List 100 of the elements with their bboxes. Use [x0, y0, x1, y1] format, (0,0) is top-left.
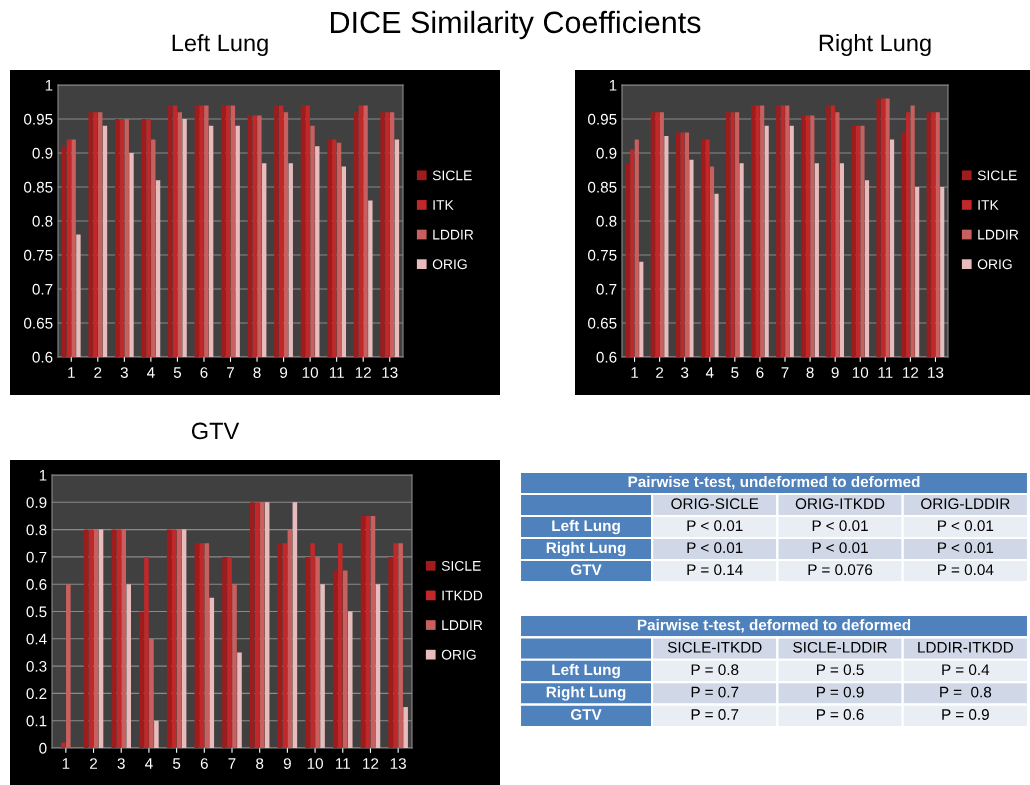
- legend-label: ORIG: [977, 259, 1012, 270]
- category-label: Left Lung: [552, 663, 620, 679]
- bar: [310, 543, 315, 748]
- bar: [388, 556, 393, 748]
- category-label: GTV: [570, 564, 602, 576]
- y-tick-label: 0.6: [32, 351, 53, 363]
- x-tick-label: 4: [145, 758, 153, 769]
- y-tick-label: 0.8: [32, 215, 53, 227]
- legend-label: LDDIR: [433, 229, 474, 240]
- x-tick-label: 5: [172, 758, 181, 769]
- y-tick-label: 0.85: [588, 181, 617, 193]
- text: P = 0.14: [687, 564, 743, 576]
- bar: [144, 556, 149, 748]
- legend-label: ORIG: [441, 649, 476, 660]
- y-tick-label: 0.7: [32, 283, 53, 295]
- x-tick-label: 11: [329, 367, 344, 378]
- category-label: ORIG-LDDIR: [921, 498, 1010, 510]
- y-tick-label: 0.3: [26, 660, 47, 672]
- category-label: LDDIR-ITKDD: [918, 642, 1013, 653]
- y-tick-label: 0.65: [588, 317, 617, 329]
- bar: [393, 543, 398, 748]
- y-tick-label: 0.6: [596, 351, 617, 363]
- x-tick-label: 1: [631, 367, 639, 378]
- y-tick-label: 0.9: [32, 147, 53, 159]
- bar: [227, 556, 232, 748]
- y-tick-label: 0: [39, 742, 47, 754]
- x-tick-label: 2: [656, 367, 664, 378]
- text: Pairwise t-test, deformed to deformed: [637, 619, 911, 633]
- text: P = 0.9: [817, 686, 864, 698]
- text: P < 0.01: [687, 520, 743, 532]
- y-tick-label: 0.5: [26, 606, 47, 618]
- x-tick-label: 6: [200, 758, 208, 769]
- category-label: ORIG-SICLE: [671, 498, 759, 510]
- y-tick-label: 0.95: [588, 113, 617, 125]
- text: P = 0.4: [942, 664, 990, 676]
- x-tick-label: 9: [831, 367, 839, 378]
- x-tick-label: 8: [253, 367, 261, 378]
- bar: [139, 611, 144, 748]
- x-tick-label: 12: [903, 367, 919, 378]
- text: P < 0.01: [938, 542, 994, 554]
- y-tick-label: 0.95: [24, 113, 53, 125]
- y-tick-label: 0.8: [596, 215, 617, 227]
- chart-title: Right Lung: [819, 34, 931, 56]
- legend-label: ITK: [978, 200, 999, 210]
- x-tick-label: 3: [117, 758, 125, 769]
- x-tick-label: 9: [280, 367, 288, 378]
- bar: [403, 707, 408, 748]
- bar: [249, 502, 255, 748]
- x-tick-label: 2: [90, 758, 98, 769]
- text: P < 0.01: [938, 520, 994, 532]
- y-tick-label: 0.8: [26, 524, 47, 536]
- text: P = 0.04: [938, 564, 994, 576]
- x-tick-label: 1: [62, 758, 70, 769]
- chart-title: GTV: [191, 422, 240, 440]
- x-tick-label: 11: [878, 367, 893, 378]
- y-tick-label: 0.1: [26, 715, 47, 727]
- x-tick-label: 10: [852, 367, 869, 378]
- bar: [232, 584, 237, 748]
- text: P = 0.7: [691, 686, 739, 698]
- y-tick-label: 0.75: [588, 249, 617, 261]
- y-tick-label: 0.7: [596, 283, 617, 295]
- text: P < 0.01: [812, 542, 868, 554]
- legend-label: ITKDD: [442, 590, 483, 601]
- text: P = 0.9: [942, 709, 989, 720]
- x-tick-label: 5: [173, 367, 182, 378]
- y-tick-label: 0.85: [24, 181, 53, 193]
- x-tick-label: 10: [307, 758, 323, 769]
- category-label: Right Lung: [546, 541, 626, 557]
- bar: [315, 556, 320, 748]
- y-tick-label: 0.6: [26, 579, 47, 590]
- x-tick-label: 3: [120, 367, 128, 378]
- y-tick-label: 1: [45, 80, 53, 91]
- legend-label: LDDIR: [442, 620, 483, 630]
- x-tick-label: 9: [283, 758, 291, 769]
- y-tick-label: 0.75: [24, 249, 53, 261]
- category-label: Left Lung: [552, 519, 620, 535]
- bar: [320, 584, 325, 748]
- bar: [342, 570, 348, 748]
- text: P = 0.8: [940, 686, 992, 698]
- chart-title: Left Lung: [172, 34, 268, 56]
- bar: [66, 584, 71, 748]
- x-tick-label: 7: [227, 367, 234, 378]
- x-tick-label: 12: [363, 758, 379, 769]
- text: P < 0.01: [812, 520, 868, 532]
- text: P = 0.076: [808, 564, 873, 576]
- x-tick-label: 6: [756, 367, 764, 378]
- text: P = 0.5: [817, 664, 864, 676]
- bar: [154, 720, 159, 748]
- x-tick-label: 13: [382, 367, 398, 378]
- category-label: Right Lung: [546, 686, 626, 701]
- legend-label: SICLE: [432, 170, 472, 181]
- bar: [209, 597, 215, 748]
- y-tick-label: 1: [609, 80, 617, 91]
- legend-label: ITK: [433, 200, 454, 210]
- category-label: GTV: [570, 709, 602, 720]
- x-tick-label: 4: [146, 367, 155, 378]
- text: DICE Similarity Coefficients: [331, 10, 701, 40]
- x-tick-label: 5: [731, 367, 739, 378]
- bar: [126, 584, 131, 748]
- legend-label: SICLE: [977, 170, 1017, 181]
